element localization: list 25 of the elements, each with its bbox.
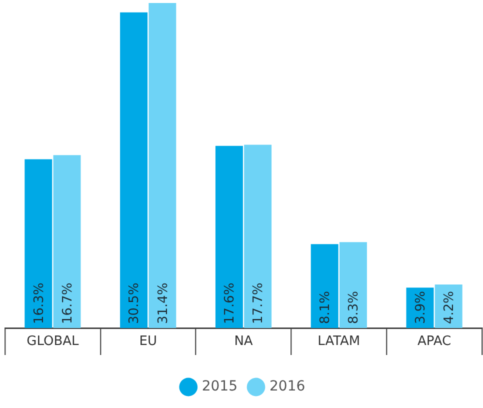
bar: [120, 12, 148, 328]
data-label: 17.7%: [251, 282, 266, 324]
bar: [215, 146, 243, 328]
x-tick-label: LATAM: [318, 334, 360, 350]
bar: [148, 3, 176, 328]
x-tick-label: APAC: [417, 334, 452, 350]
x-tick-label: GLOBAL: [26, 334, 80, 350]
bar: [24, 159, 52, 328]
data-label: 30.5%: [127, 282, 142, 324]
x-tick-label: NA: [234, 334, 253, 350]
bar: [339, 242, 367, 328]
data-label: 4.2%: [442, 290, 457, 324]
bar: [244, 144, 272, 328]
data-label: 16.3%: [32, 282, 47, 324]
bar: [53, 155, 81, 328]
legend-label: 2015: [202, 378, 238, 395]
data-label: 8.1%: [318, 290, 333, 324]
data-label: 8.3%: [346, 290, 362, 324]
legend-label: 2016: [270, 378, 306, 395]
data-label: 17.6%: [222, 282, 238, 324]
data-label: 16.7%: [60, 282, 76, 324]
data-label: 31.4%: [156, 282, 171, 324]
x-tick-label: EU: [139, 334, 157, 350]
bar: [310, 244, 338, 328]
data-label: 3.9%: [413, 290, 428, 324]
